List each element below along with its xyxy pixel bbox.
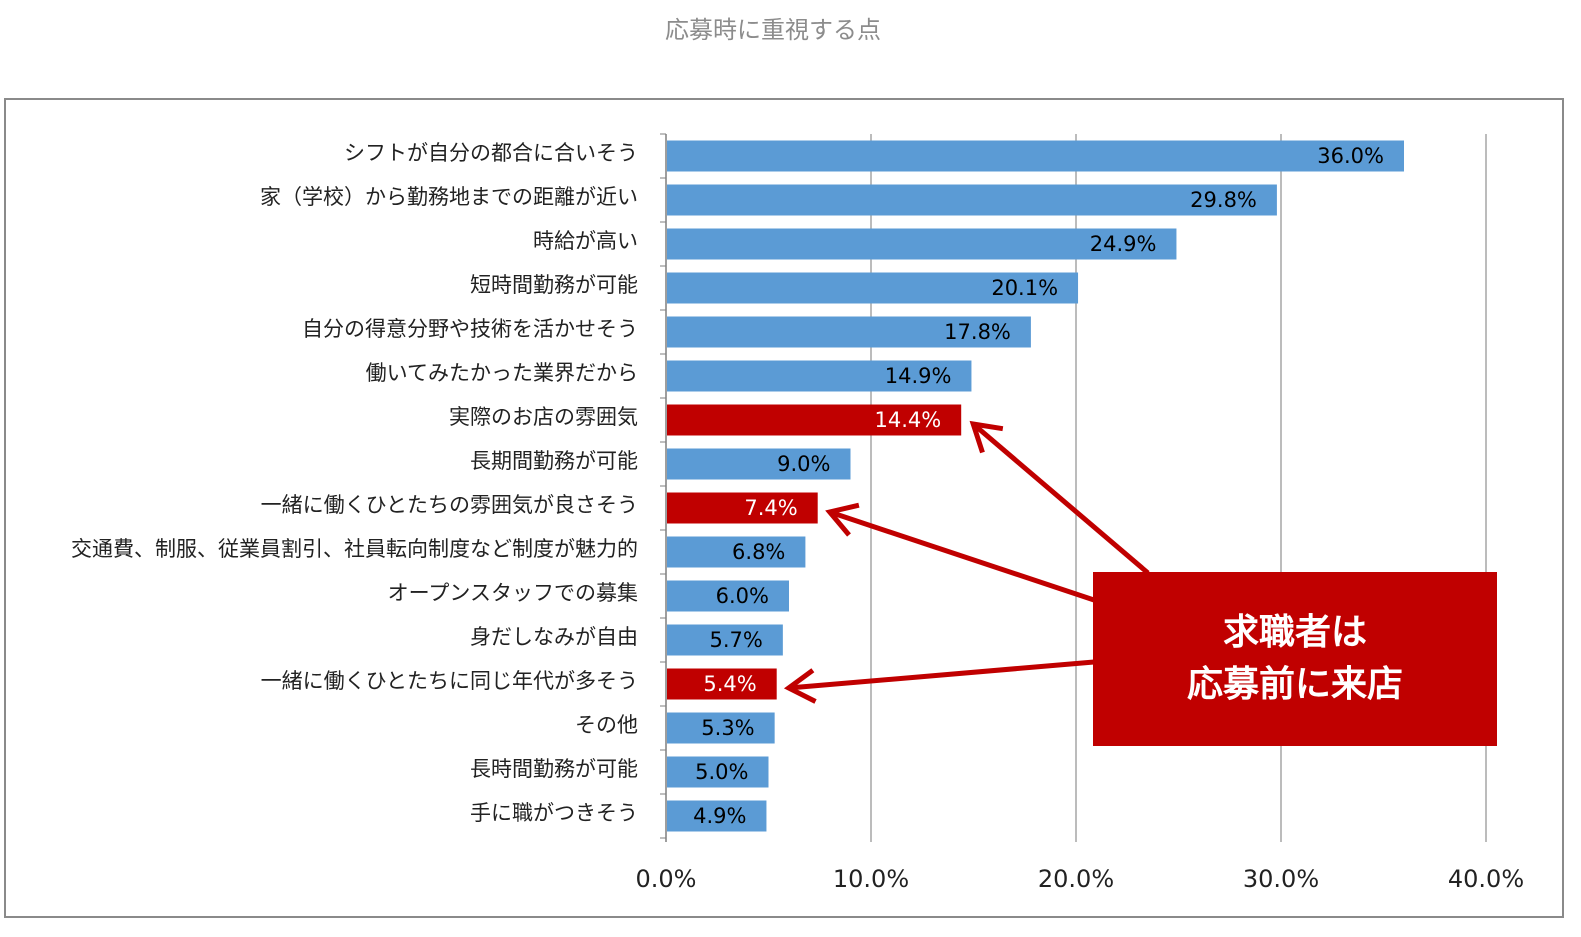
- callout-arrowhead-3: [783, 668, 817, 704]
- bars: [667, 140, 1404, 832]
- category-label-8: 長期間勤務が可能: [470, 449, 638, 473]
- bar-8: [667, 448, 851, 480]
- bar-3: [667, 228, 1177, 260]
- value-label-13: 5.4%: [703, 672, 756, 696]
- value-label-9: 7.4%: [744, 496, 797, 520]
- value-label-10: 6.8%: [732, 540, 785, 564]
- callout-arrowhead-2: [825, 502, 860, 537]
- category-label-12: 身だしなみが自由: [470, 625, 638, 649]
- bar-5: [667, 316, 1031, 348]
- callout-box: 求職者は 応募前に来店: [1093, 572, 1497, 746]
- callout-line-2: 応募前に来店: [1186, 664, 1403, 705]
- value-label-1: 36.0%: [1317, 144, 1384, 168]
- callout-arrowhead-1: [969, 420, 1004, 454]
- category-label-13: 一緒に働くひとたちに同じ年代が多そう: [261, 669, 638, 693]
- value-label-2: 29.8%: [1190, 188, 1257, 212]
- bar-14: [667, 712, 775, 744]
- category-label-9: 一緒に働くひとたちの雰囲気が良さそう: [261, 493, 638, 517]
- x-tick-label-2: 20.0%: [1038, 865, 1114, 893]
- bar-2: [667, 184, 1277, 216]
- bar-15: [667, 756, 769, 788]
- category-label-14: その他: [575, 713, 638, 737]
- x-tick-label-4: 40.0%: [1448, 865, 1524, 893]
- category-label-15: 長時間勤務が可能: [470, 757, 638, 781]
- bar-16: [667, 800, 767, 832]
- bar-12: [667, 624, 783, 656]
- bar-13: [667, 668, 777, 700]
- bar-9: [667, 492, 818, 524]
- x-tick-label-0: 0.0%: [636, 865, 697, 893]
- category-label-5: 自分の得意分野や技術を活かせそう: [302, 317, 638, 341]
- value-label-4: 20.1%: [991, 276, 1058, 300]
- category-label-4: 短時間勤務が可能: [470, 273, 638, 297]
- category-label-10: 交通費、制服、従業員割引、社員転向制度など制度が魅力的: [71, 537, 638, 561]
- category-label-2: 家（学校）から勤務地までの距離が近い: [260, 185, 638, 209]
- value-label-14: 5.3%: [701, 716, 754, 740]
- value-label-3: 24.9%: [1090, 232, 1157, 256]
- bar-6: [667, 360, 972, 392]
- callout-line-1: 求職者は: [1222, 612, 1367, 653]
- value-label-12: 5.7%: [709, 628, 762, 652]
- bar-4: [667, 272, 1079, 304]
- bar-7: [667, 404, 962, 436]
- bar-11: [667, 580, 789, 612]
- x-tick-label-3: 30.0%: [1243, 865, 1319, 893]
- bar-10: [667, 536, 806, 568]
- value-label-8: 9.0%: [777, 452, 830, 476]
- value-label-5: 17.8%: [944, 320, 1011, 344]
- value-labels: 36.0% 29.8% 24.9% 20.1% 17.8% 14.9% 14.4% 9.0% 7…: [693, 144, 1384, 828]
- x-tick-labels: 0.0% 10.0% 20.0% 30.0% 40.0%: [636, 865, 1525, 893]
- category-label-16: 手に職がつきそう: [470, 801, 638, 825]
- value-label-7: 14.4%: [874, 408, 941, 432]
- category-label-11: オープンスタッフでの募集: [388, 581, 638, 605]
- callout-arrow-line-2: [828, 509, 1095, 603]
- value-label-11: 6.0%: [716, 584, 769, 608]
- category-labels: シフトが自分の都合に合いそう家（学校）から勤務地までの距離が近い時給が高い短時間…: [71, 141, 638, 825]
- value-label-16: 4.9%: [693, 804, 746, 828]
- bar-1: [667, 140, 1404, 172]
- value-label-6: 14.9%: [885, 364, 952, 388]
- callout-arrows: [783, 420, 1150, 704]
- category-label-7: 実際のお店の雰囲気: [449, 405, 638, 429]
- category-label-1: シフトが自分の都合に合いそう: [344, 141, 638, 165]
- callout-arrow-line-3: [788, 659, 1095, 691]
- callout-arrow-line-1: [971, 422, 1150, 575]
- chart-title: 応募時に重視する点: [665, 16, 881, 44]
- x-tick-label-1: 10.0%: [833, 865, 909, 893]
- category-label-3: 時給が高い: [533, 229, 638, 253]
- category-label-6: 働いてみたかった業界だから: [366, 361, 638, 385]
- value-label-15: 5.0%: [695, 760, 748, 784]
